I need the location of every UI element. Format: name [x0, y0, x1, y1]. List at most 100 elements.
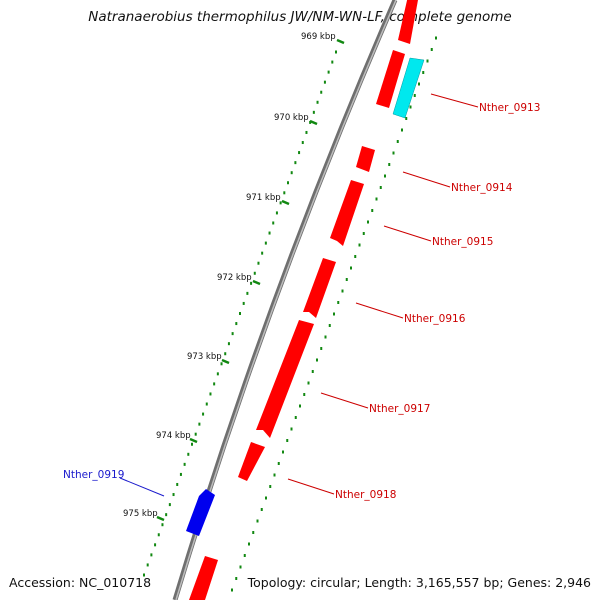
- leader-line: [430, 93, 479, 108]
- gene-arrow[interactable]: [303, 258, 336, 318]
- track-dot: [273, 473, 276, 477]
- track-dot: [198, 422, 201, 426]
- tick-label: 971 kbp: [246, 193, 281, 203]
- track-dot: [179, 472, 182, 476]
- gene-label[interactable]: Nther_0918: [335, 489, 396, 501]
- track-dot: [333, 312, 335, 316]
- track-dot: [269, 485, 272, 488]
- track-dot: [224, 352, 227, 356]
- track-dot: [430, 48, 433, 51]
- track-dot: [331, 60, 334, 64]
- track-dot: [194, 432, 197, 436]
- leader-line: [320, 392, 369, 409]
- tick-label: 970 kbp: [274, 113, 309, 123]
- track-dot: [426, 59, 429, 63]
- track-dot: [328, 324, 331, 327]
- track-dot: [216, 372, 219, 376]
- track-dot: [183, 462, 186, 466]
- track-dot: [307, 381, 310, 385]
- track-dot: [231, 332, 234, 336]
- track-dot: [305, 130, 308, 134]
- tick-label: 972 kbp: [217, 273, 252, 283]
- tick-mark: [336, 38, 345, 45]
- gene-label[interactable]: Nther_0917: [369, 403, 430, 415]
- track-dot: [143, 573, 145, 577]
- track-dot: [290, 427, 293, 431]
- track-dot: [250, 281, 253, 285]
- track-dot: [320, 347, 323, 350]
- track-dot: [275, 211, 278, 215]
- track-dot: [316, 100, 319, 104]
- track-dot: [435, 36, 437, 40]
- track-dot: [418, 82, 420, 86]
- tick-mark: [156, 515, 165, 522]
- track-dot: [220, 362, 223, 366]
- track-dot: [405, 117, 408, 120]
- tick-label: 969 kbp: [301, 32, 336, 42]
- gene-label[interactable]: Nther_0919: [63, 469, 124, 481]
- track-dot: [202, 412, 205, 416]
- track-dot: [301, 141, 304, 145]
- selected-gene-arrow[interactable]: [392, 57, 425, 119]
- gene-label[interactable]: Nther_0915: [432, 236, 493, 248]
- gene-arrow[interactable]: [376, 50, 405, 108]
- track-dot: [272, 221, 275, 225]
- gene-arrow[interactable]: [238, 442, 265, 481]
- track-dot: [287, 181, 289, 185]
- gene-arrow[interactable]: [330, 180, 364, 246]
- track-dot: [316, 358, 318, 362]
- track-dot: [242, 301, 245, 305]
- track-dot: [235, 322, 238, 326]
- gene-label[interactable]: Nther_0916: [404, 313, 466, 325]
- track-dot: [345, 278, 348, 281]
- track-dot: [264, 241, 267, 245]
- leader-line: [119, 477, 165, 497]
- track-dot: [294, 416, 297, 419]
- tick-mark: [281, 199, 290, 206]
- track-dot: [165, 513, 168, 517]
- leader-line: [402, 171, 451, 188]
- accession-text: Accession: NC_010718: [9, 575, 152, 590]
- track-dot: [375, 197, 378, 201]
- track-dot: [335, 50, 337, 54]
- track-dot: [157, 533, 160, 537]
- gene-arrow[interactable]: [256, 320, 314, 438]
- track-dot: [286, 439, 289, 442]
- track-dot: [312, 110, 315, 114]
- track-dot: [265, 496, 267, 500]
- track-dot: [299, 404, 301, 408]
- track-dot: [362, 232, 365, 235]
- track-dot: [282, 450, 284, 454]
- track-dot: [277, 462, 280, 465]
- gene-arrow[interactable]: [398, 0, 418, 44]
- track-dot: [294, 161, 297, 165]
- track-dot: [323, 80, 326, 84]
- gene-arrow[interactable]: [189, 556, 218, 600]
- track-dot: [257, 261, 260, 265]
- gene-track-dots: [231, 36, 437, 592]
- gene-label[interactable]: Nther_0913: [479, 102, 540, 114]
- track-dot: [384, 174, 386, 178]
- gene-arrow[interactable]: [356, 146, 375, 172]
- track-dot: [354, 255, 357, 258]
- leader-line: [383, 225, 432, 242]
- tick-mark: [252, 279, 261, 286]
- track-dot: [290, 171, 293, 175]
- forward-strand-genes: [189, 0, 418, 600]
- track-dot: [422, 71, 425, 74]
- track-dot: [187, 452, 190, 456]
- track-dot: [239, 565, 242, 569]
- track-dot: [253, 271, 256, 275]
- reverse-gene-arrow[interactable]: [186, 489, 215, 536]
- track-dot: [172, 493, 175, 497]
- track-dot: [337, 301, 340, 304]
- track-dot: [239, 312, 241, 315]
- track-dot: [279, 201, 282, 205]
- track-dot: [231, 588, 233, 592]
- track-dot: [209, 392, 212, 396]
- track-dot: [311, 370, 314, 373]
- track-dot: [256, 519, 259, 523]
- track-dot: [379, 186, 382, 189]
- gene-label[interactable]: Nther_0914: [451, 182, 513, 194]
